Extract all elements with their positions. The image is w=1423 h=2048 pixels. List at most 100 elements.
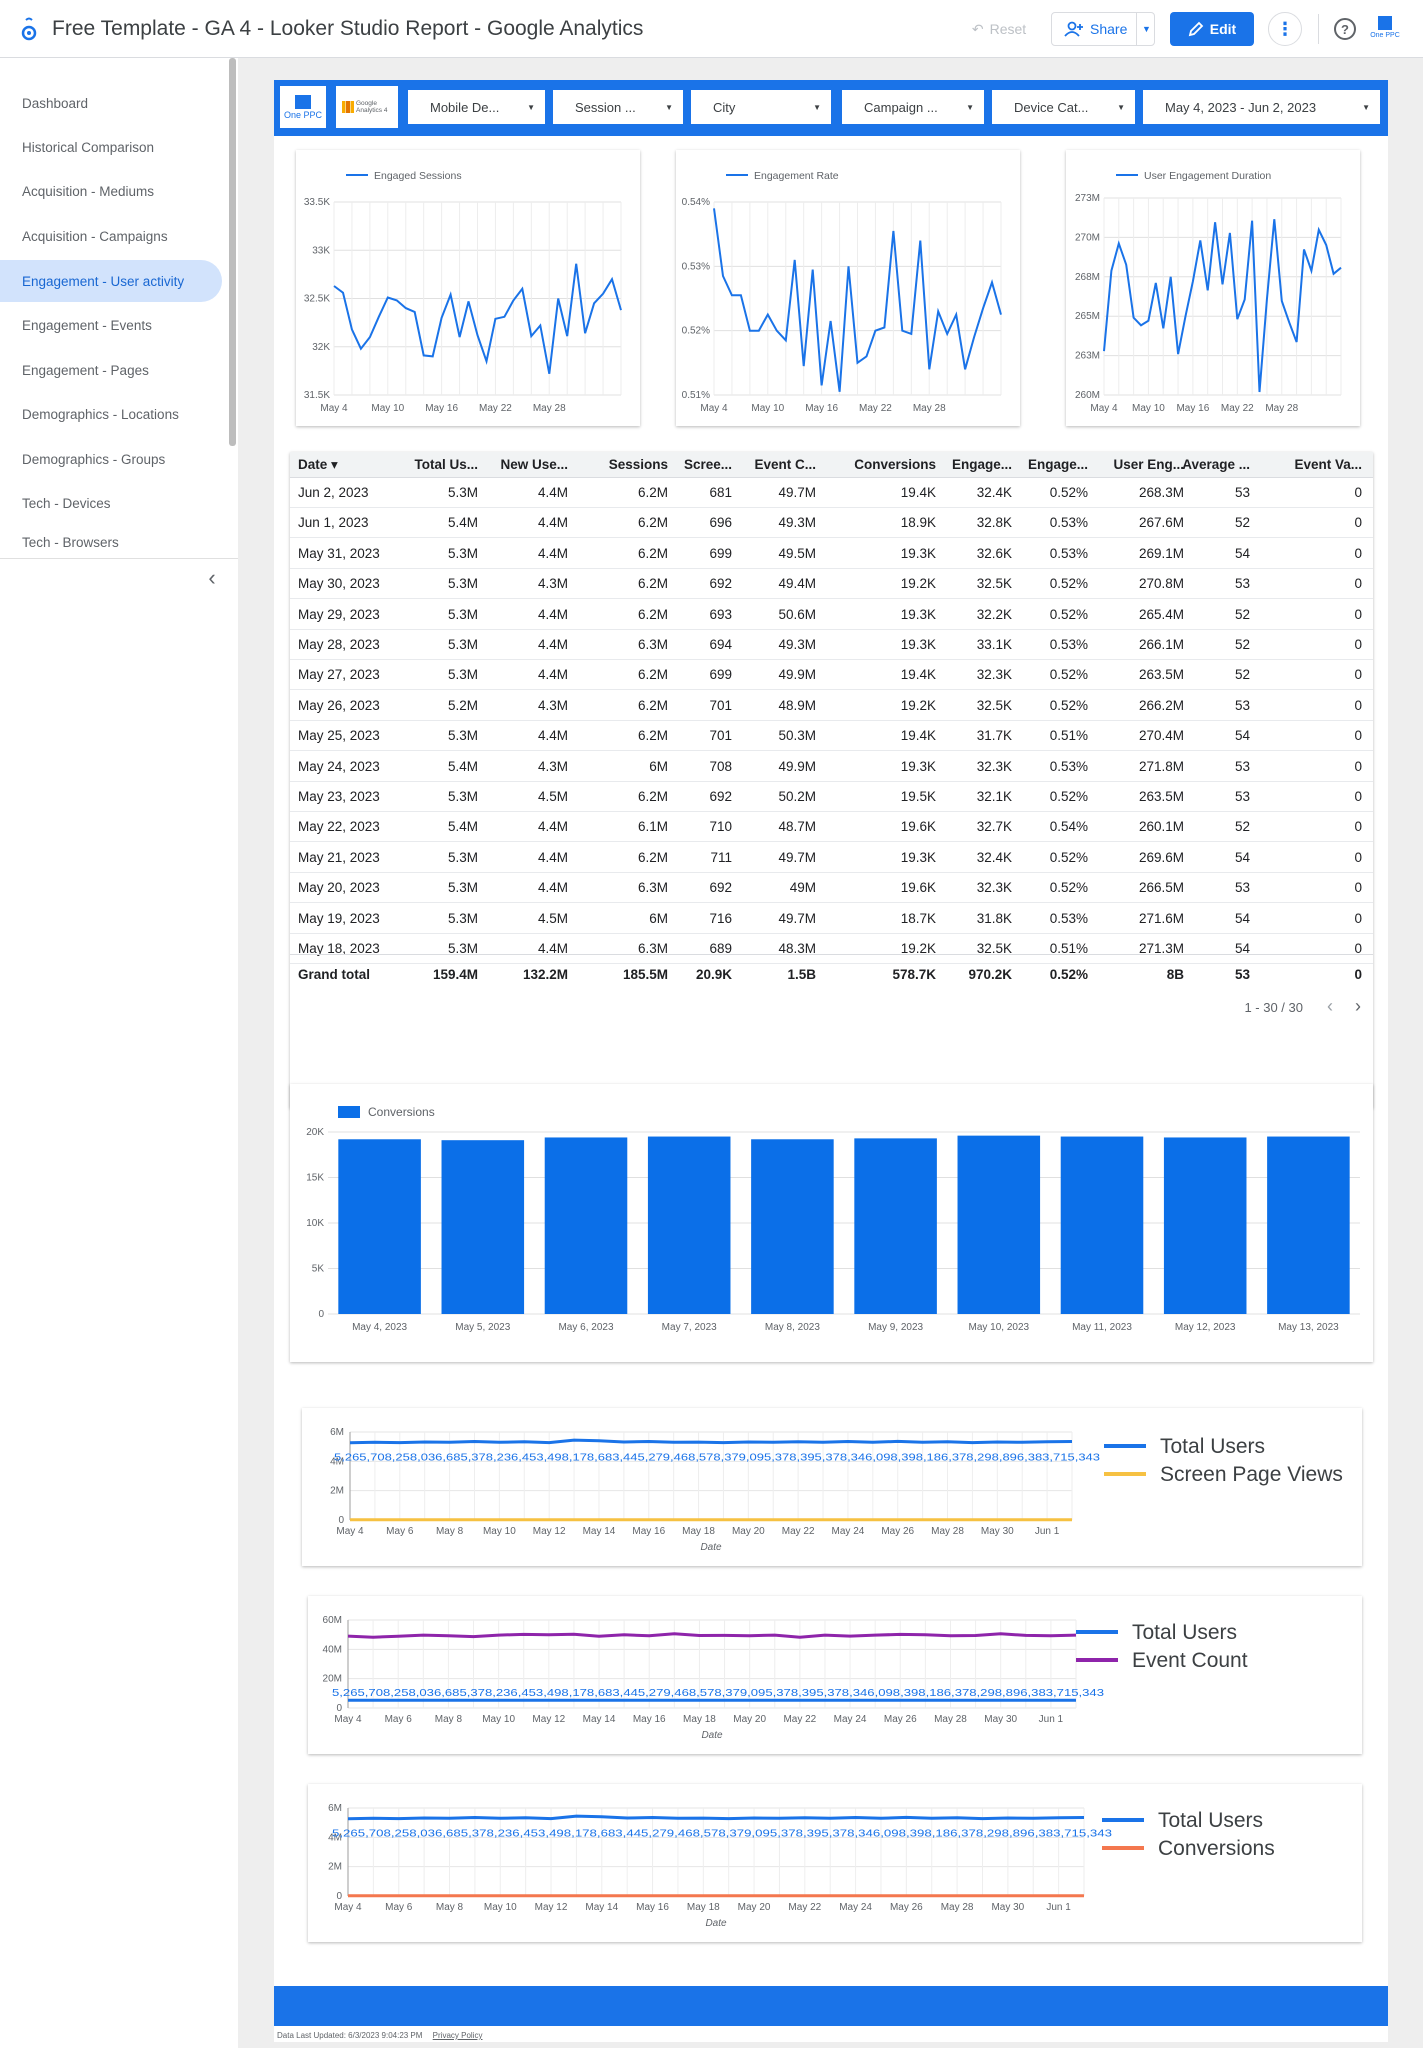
data-labels: 5,265,708,258,036,685,378,236,453,498,17…: [332, 1687, 1104, 1699]
column-header[interactable]: Average ...: [1182, 457, 1250, 472]
column-header[interactable]: Conversions: [854, 457, 936, 472]
column-header[interactable]: Event Va...: [1294, 457, 1362, 472]
table-row[interactable]: May 27, 2023 5.3M 4.4M 6.2M 699 49.9M 19.4K 32.…: [290, 660, 1373, 691]
column-header[interactable]: Engage...: [951, 457, 1012, 472]
table-cell: 4.3M: [537, 576, 568, 592]
table-cell: May 31, 2023: [298, 545, 380, 561]
table-cell: 54: [1234, 910, 1250, 926]
column-header[interactable]: Scree...: [683, 457, 732, 472]
table-cell: 32.3K: [976, 758, 1012, 774]
sidebar-item-dashboard[interactable]: Dashboard: [0, 82, 222, 124]
table-cell: 6.3M: [637, 637, 668, 652]
table-row[interactable]: May 26, 2023 5.2M 4.3M 6.2M 701 48.9M 19.2K 32.…: [290, 691, 1373, 721]
bar[interactable]: [1163, 1137, 1247, 1314]
share-button[interactable]: Share: [1051, 12, 1155, 46]
privacy-policy-link[interactable]: Privacy Policy: [432, 2031, 483, 2040]
reset-button[interactable]: ↶ Reset: [958, 12, 1040, 46]
table-row[interactable]: May 18, 2023 5.3M 4.4M 6.3M 689 48.3M 19.2K 32.…: [290, 934, 1373, 964]
filter-campaign[interactable]: Campaign ... ▼: [842, 90, 984, 124]
table-cell: 0: [1354, 941, 1362, 956]
x-tick-label: May 12: [532, 1714, 565, 1725]
column-header[interactable]: Engage...: [1027, 457, 1088, 472]
more-options-button[interactable]: ⋮: [1268, 12, 1302, 46]
bar[interactable]: [441, 1140, 525, 1314]
date-range-picker[interactable]: May 4, 2023 - Jun 2, 2023 ▼: [1143, 90, 1380, 124]
sidebar-item-demographics-groups[interactable]: Demographics - Groups: [0, 438, 222, 480]
sidebar-item-historical-comparison[interactable]: Historical Comparison: [0, 126, 222, 168]
column-header[interactable]: Date ▾: [298, 457, 338, 472]
sidebar-item-label: Engagement - User activity: [22, 273, 185, 289]
filter-city[interactable]: City ▼: [691, 90, 831, 124]
filter-label: Session ...: [575, 99, 636, 115]
sidebar-item-acquisition-mediums[interactable]: Acquisition - Mediums: [0, 170, 222, 212]
filter-mobile-device[interactable]: Mobile De... ▼: [408, 90, 545, 124]
table-row[interactable]: May 23, 2023 5.3M 4.5M 6.2M 692 50.2M 19.5K 32.…: [290, 782, 1373, 812]
column-header[interactable]: New Use...: [500, 457, 568, 472]
sidebar-item-tech-browsers[interactable]: Tech - Browsers: [0, 527, 222, 557]
table-cell: 699: [709, 545, 732, 561]
sidebar-item-engagement-events[interactable]: Engagement - Events: [0, 304, 222, 346]
table-row[interactable]: May 29, 2023 5.3M 4.4M 6.2M 693 50.6M 19.3K 32.…: [290, 600, 1373, 630]
sidebar-item-acquisition-campaigns[interactable]: Acquisition - Campaigns: [0, 215, 222, 257]
bar[interactable]: [544, 1137, 628, 1314]
table-row[interactable]: May 25, 2023 5.3M 4.4M 6.2M 701 50.3M 19.4K 31.…: [290, 721, 1373, 752]
table-cell: 0: [1354, 728, 1362, 744]
sidebar-scrollbar[interactable]: [229, 58, 236, 446]
x-tick-label: May 22: [788, 1902, 821, 1913]
table-cell: 0: [1354, 910, 1362, 926]
table-row[interactable]: May 31, 2023 5.3M 4.4M 6.2M 699 49.5M 19.3K 32.…: [290, 539, 1373, 569]
table-row[interactable]: May 20, 2023 5.3M 4.4M 6.3M 692 49M 19.6K 32.3K…: [290, 873, 1373, 904]
help-icon[interactable]: ?: [1334, 18, 1356, 40]
table-cell: 6.2M: [637, 697, 668, 713]
sidebar-item-tech-devices[interactable]: Tech - Devices: [0, 482, 222, 524]
next-page-button[interactable]: ›: [1355, 996, 1361, 1017]
table-row[interactable]: May 19, 2023 5.3M 4.5M 6M 716 49.7M 18.7K 31.8K…: [290, 904, 1373, 934]
edit-button[interactable]: Edit: [1170, 12, 1254, 46]
column-header[interactable]: User Eng...: [1113, 457, 1184, 472]
column-header[interactable]: Sessions: [608, 457, 668, 472]
bar[interactable]: [1267, 1136, 1350, 1314]
table-cell: 5.4M: [447, 515, 478, 531]
table-cell: 4.4M: [537, 637, 568, 652]
table-cell: May 19, 2023: [298, 910, 380, 926]
table-row[interactable]: May 24, 2023 5.4M 4.3M 6M 708 49.9M 19.3K 32.3K…: [290, 752, 1373, 782]
table-cell: 5.3M: [447, 667, 478, 683]
bar[interactable]: [854, 1138, 937, 1314]
table-row[interactable]: May 30, 2023 5.3M 4.3M 6.2M 692 49.4M 19.2K 32.…: [290, 569, 1373, 600]
filter-device-category[interactable]: Device Cat... ▼: [992, 90, 1135, 124]
bar[interactable]: [338, 1139, 421, 1314]
table-row[interactable]: May 21, 2023 5.3M 4.4M 6.2M 711 49.7M 19.3K 32.…: [290, 843, 1373, 873]
column-header[interactable]: Total Us...: [414, 457, 478, 472]
x-tick-label: May 20: [732, 1526, 765, 1537]
column-header[interactable]: Event C...: [754, 457, 816, 472]
y-tick-label: 4M: [330, 1456, 344, 1467]
previous-page-button[interactable]: ‹: [1327, 996, 1333, 1017]
share-dropdown-button[interactable]: ▼: [1136, 12, 1156, 46]
x-tick-label: Jun 1: [1039, 1714, 1064, 1725]
sidebar-item-engagement-user-activity[interactable]: Engagement - User activity: [0, 260, 222, 302]
table-cell: 6.1M: [637, 819, 668, 835]
collapse-sidebar-button[interactable]: ‹: [200, 565, 224, 590]
x-tick-label: May 4: [700, 403, 728, 414]
legend-label: Total Users: [1132, 1621, 1237, 1644]
filter-session[interactable]: Session ... ▼: [553, 90, 683, 124]
sidebar-item-engagement-pages[interactable]: Engagement - Pages: [0, 349, 222, 391]
table-cell: Jun 1, 2023: [298, 515, 369, 531]
grand-total-cell: 132.2M: [522, 967, 568, 982]
y-tick-label: 0.53%: [682, 261, 710, 272]
account-brand[interactable]: One PPC: [1368, 16, 1402, 44]
table-row[interactable]: May 22, 2023 5.4M 4.4M 6.1M 710 48.7M 19.6K 32.…: [290, 812, 1373, 843]
sidebar-item-demographics-locations[interactable]: Demographics - Locations: [0, 393, 222, 435]
table-cell: 0: [1354, 485, 1362, 500]
more-vert-icon: ⋮: [1276, 18, 1294, 39]
table-row[interactable]: May 28, 2023 5.3M 4.4M 6.3M 694 49.3M 19.3K 33.…: [290, 630, 1373, 660]
table-cell: 711: [710, 849, 732, 865]
table-row[interactable]: Jun 2, 2023 5.3M 4.4M 6.2M 681 49.7M 19.4K 32.4…: [290, 478, 1373, 508]
bar[interactable]: [1060, 1136, 1144, 1314]
bar[interactable]: [751, 1139, 834, 1314]
table-row[interactable]: Jun 1, 2023 5.4M 4.4M 6.2M 696 49.3M 18.9K 32.8…: [290, 508, 1373, 539]
bar[interactable]: [957, 1135, 1041, 1314]
x-tick-label: May 24: [832, 1526, 865, 1537]
bar[interactable]: [647, 1136, 731, 1314]
x-tick-label: May 20: [738, 1902, 771, 1913]
